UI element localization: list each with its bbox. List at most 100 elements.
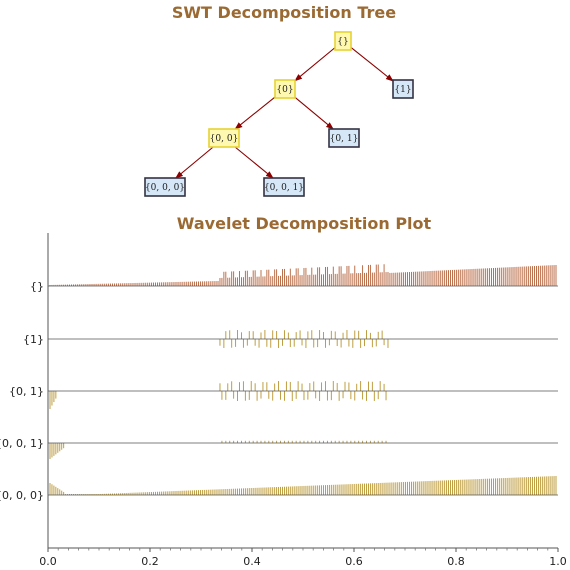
stem-bar (285, 275, 287, 286)
stem-bar (225, 489, 227, 495)
stem-bar (393, 272, 395, 286)
stem-bar (432, 270, 434, 286)
stem-bar (139, 492, 141, 495)
stem-bar (49, 285, 51, 286)
stem-bar (371, 339, 373, 348)
stem-bar (65, 494, 67, 495)
stem-bar (123, 493, 125, 495)
stem-bar (442, 480, 444, 495)
stem-bar (201, 489, 203, 495)
stem-bar (534, 266, 535, 286)
stem-bar (539, 476, 541, 495)
stem-bar (409, 272, 410, 286)
stem-bar (88, 494, 90, 495)
stem-bar (385, 272, 387, 286)
stem-bar (149, 492, 151, 495)
stem-bar (346, 440, 348, 443)
stem-bar (325, 339, 326, 348)
stem-bar (82, 494, 84, 495)
stem-bar (233, 271, 235, 286)
stem-bar (285, 381, 287, 391)
x-tick-label: 0.6 (345, 555, 363, 568)
stem-bar (350, 440, 352, 443)
stem-bar (444, 270, 446, 286)
stem-bar (94, 494, 96, 495)
stem-bar (61, 443, 63, 450)
stem-bar (498, 267, 500, 286)
stem-bar (170, 491, 172, 495)
stem-bar (114, 283, 115, 286)
stem-bar (448, 270, 449, 286)
stem-bar (244, 440, 246, 443)
stem-bar (280, 486, 281, 495)
stem-bar (516, 266, 518, 286)
stem-bar (282, 486, 283, 495)
stem-bar (112, 493, 113, 495)
stem-bar (227, 383, 229, 391)
stem-bar (536, 265, 537, 286)
stem-bar (78, 284, 80, 286)
stem-bar (158, 282, 160, 286)
stem-bar (168, 491, 170, 495)
stem-bar (153, 282, 154, 286)
stem-bar (291, 440, 293, 443)
stem-bar (528, 266, 530, 286)
tree-node-label: {0, 0, 0} (145, 183, 185, 193)
stem-bar (244, 391, 246, 401)
stem-bar (272, 440, 274, 443)
stem-bar (53, 391, 55, 403)
tree-node-label: {0, 0, 1} (264, 183, 304, 193)
stem-bar (498, 478, 500, 495)
stem-bar (481, 478, 483, 495)
stem-bar (106, 283, 108, 286)
tree-node-label: {0} (276, 85, 293, 95)
stem-bar (393, 482, 395, 495)
stem-bar (307, 331, 309, 339)
stem-bar (268, 440, 270, 443)
stem-bar (285, 486, 287, 495)
stem-bar (311, 267, 313, 286)
stem-bar (444, 480, 446, 495)
stem-bar (504, 267, 506, 286)
stem-bar (102, 493, 104, 495)
stem-bar (283, 391, 285, 401)
stem-bar (551, 476, 553, 495)
stem-bar (280, 275, 281, 286)
stem-bar (491, 268, 492, 286)
stem-bar (319, 391, 321, 401)
stem-bar (385, 440, 387, 443)
stem-bar (76, 494, 78, 495)
stem-bar (225, 391, 227, 400)
stem-bar (362, 440, 364, 443)
stem-bar (487, 268, 489, 286)
stem-bar (366, 272, 367, 286)
stem-bar (360, 381, 362, 391)
stem-bar (420, 271, 422, 286)
stem-bar (229, 440, 231, 443)
stem-bar (53, 284, 55, 286)
stem-bar (366, 391, 367, 401)
stem-bar (356, 483, 358, 495)
stem-bar (471, 479, 473, 495)
stem-bar (190, 490, 192, 495)
stem-bar (102, 283, 104, 286)
x-tick-label: 0.4 (243, 555, 261, 568)
stem-bar (295, 440, 297, 443)
tree-edges (175, 46, 394, 179)
stem-bar (71, 494, 72, 495)
row-label: {0, 0, 0} (0, 489, 44, 502)
stem-bar (377, 440, 379, 443)
stem-bar (153, 491, 154, 495)
stem-bar (121, 283, 123, 286)
stem-bar (342, 440, 344, 443)
stem-bar (233, 440, 235, 443)
stem-bar (309, 383, 311, 391)
stem-bar (129, 283, 131, 286)
stem-bar (229, 488, 231, 495)
stem-bar (455, 269, 457, 286)
stem-bar (364, 272, 365, 286)
stem-bar (278, 381, 280, 391)
stem-bar (260, 440, 262, 443)
stem-bar (332, 484, 334, 495)
stem-bar (49, 443, 51, 459)
